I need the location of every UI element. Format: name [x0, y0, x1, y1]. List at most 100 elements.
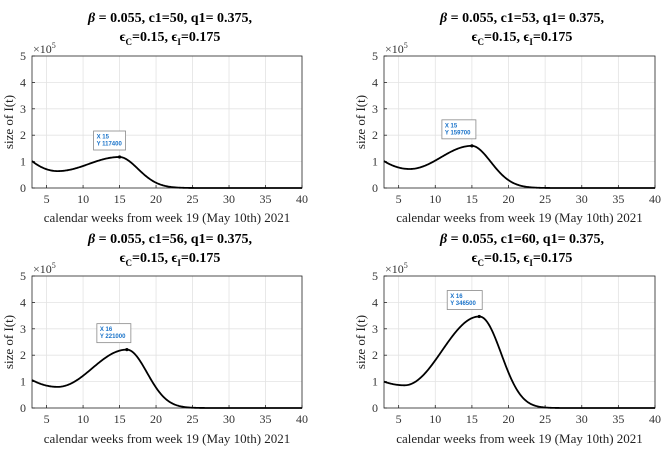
- y-axis-label: size of I(t): [353, 95, 368, 149]
- y-axis-label: size of I(t): [353, 315, 368, 369]
- y-tick-label: 3: [20, 102, 26, 116]
- y-tick-label: 5: [20, 269, 26, 283]
- x-tick-label: 15: [466, 192, 478, 206]
- peak-marker: [125, 348, 129, 352]
- chart-title-line-1: β = 0.055, c1=50, q1= 0.375,: [87, 11, 252, 26]
- y-tick-label: 2: [20, 128, 26, 142]
- chart-title-line-1: β = 0.055, c1=60, q1= 0.375,: [439, 232, 604, 247]
- y-axis-label: size of I(t): [1, 315, 16, 369]
- axes-box: [31, 55, 303, 189]
- x-axis-label: calendar weeks from week 19 (May 10th) 2…: [396, 210, 643, 225]
- datatip-box: [93, 130, 126, 151]
- y-exponent-base: ×10: [33, 42, 52, 56]
- datatip-x-value: X 15: [445, 123, 458, 129]
- x-tick-label: 10: [429, 192, 441, 206]
- datatip-box: [446, 290, 483, 310]
- y-tick-label: 0: [372, 401, 378, 415]
- x-tick-label: 35: [612, 412, 624, 426]
- y-exponent-label: ×105: [33, 41, 56, 56]
- title-epsilon-i: ϵ: [523, 251, 529, 266]
- title-epsilon-c: ϵ: [120, 30, 126, 45]
- x-tick-label: 20: [150, 192, 162, 206]
- y-tick-label: 3: [372, 322, 378, 336]
- title-parameters: = 0.055, c1=56, q1= 0.375,: [95, 232, 252, 247]
- plot-area: [32, 276, 302, 408]
- title-sub-c: C: [478, 37, 485, 47]
- datatip-y-value: Y 117400: [97, 142, 123, 148]
- peak-marker: [477, 314, 481, 319]
- y-tick-label: 5: [20, 49, 26, 63]
- x-tick-label: 35: [260, 412, 272, 426]
- x-tick-label: 20: [503, 412, 515, 426]
- title-beta-symbol: β: [439, 232, 448, 247]
- y-exponent-power: 5: [404, 41, 408, 50]
- x-tick-label: 20: [150, 412, 162, 426]
- y-tick-label: 2: [372, 128, 378, 142]
- y-axis-label: size of I(t): [1, 95, 16, 149]
- chart-title-line-2: ϵC=0.15, ϵI=0.175: [472, 30, 573, 47]
- datatip: X 16Y 221000: [96, 323, 132, 344]
- chart-title-line-1: β = 0.055, c1=56, q1= 0.375,: [87, 232, 252, 247]
- plot-area: [384, 276, 655, 408]
- x-tick-label: 35: [260, 192, 272, 206]
- y-exponent-power: 5: [404, 261, 408, 270]
- infection-curve-line: [383, 144, 656, 189]
- chart-title-line-1: β = 0.055, c1=53, q1= 0.375,: [439, 11, 604, 26]
- peak-marker: [470, 144, 474, 148]
- axes-box: [383, 55, 656, 189]
- title-mid: =0.15,: [484, 30, 523, 45]
- title-sub-i: I: [177, 37, 181, 47]
- title-mid: =0.15,: [132, 251, 171, 266]
- infection-curve-line: [31, 348, 303, 409]
- datatip-y-value: Y 221000: [100, 334, 126, 340]
- x-tick-label: 30: [223, 192, 235, 206]
- x-tick-label: 30: [576, 412, 588, 426]
- title-parameters: = 0.055, c1=50, q1= 0.375,: [95, 11, 252, 26]
- y-tick-label: 4: [372, 75, 378, 89]
- y-exponent-base: ×10: [33, 262, 52, 276]
- title-epsilon-c: ϵ: [120, 251, 126, 266]
- title-epsilon-i: ϵ: [171, 251, 177, 266]
- title-epsilon-c: ϵ: [472, 251, 478, 266]
- datatip-box: [441, 119, 477, 140]
- x-tick-label: 25: [187, 412, 199, 426]
- title-beta-symbol: β: [87, 232, 96, 247]
- title-epsilon-i: ϵ: [171, 30, 177, 45]
- title-mid: =0.15,: [484, 251, 523, 266]
- x-tick-label: 40: [296, 192, 308, 206]
- x-tick-label: 25: [539, 412, 551, 426]
- y-exponent-base: ×10: [385, 262, 404, 276]
- y-tick-label: 1: [20, 155, 26, 169]
- x-tick-label: 25: [187, 192, 199, 206]
- title-parameters: = 0.055, c1=53, q1= 0.375,: [447, 11, 604, 26]
- y-tick-label: 5: [372, 269, 378, 283]
- x-axis-label: calendar weeks from week 19 (May 10th) 2…: [396, 431, 643, 446]
- title-tail: =0.175: [181, 30, 220, 45]
- y-exponent-base: ×10: [385, 42, 404, 56]
- x-tick-label: 15: [466, 412, 478, 426]
- title-sub-c: C: [478, 258, 485, 268]
- y-tick-label: 2: [372, 348, 378, 362]
- datatip-x-value: X 16: [100, 327, 113, 333]
- y-exponent-label: ×105: [33, 261, 56, 276]
- infection-curve-line: [31, 156, 303, 189]
- y-tick-label: 4: [20, 295, 26, 309]
- y-exponent-label: ×105: [385, 261, 408, 276]
- y-tick-label: 0: [20, 401, 26, 415]
- title-beta-symbol: β: [439, 11, 448, 26]
- y-tick-label: 0: [20, 181, 26, 195]
- y-tick-label: 2: [20, 348, 26, 362]
- x-tick-label: 30: [576, 192, 588, 206]
- datatip-x-value: X 15: [97, 135, 110, 141]
- x-tick-label: 20: [503, 192, 515, 206]
- y-tick-label: 4: [20, 75, 26, 89]
- y-exponent-power: 5: [52, 41, 56, 50]
- title-tail: =0.175: [181, 251, 220, 266]
- title-epsilon-c: ϵ: [472, 30, 478, 45]
- x-tick-label: 15: [114, 412, 126, 426]
